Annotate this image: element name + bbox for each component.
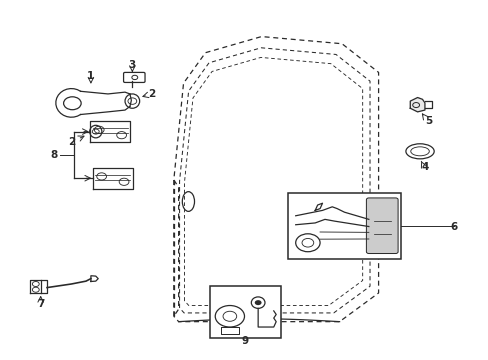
Text: 2: 2 — [148, 89, 155, 99]
Text: 2: 2 — [68, 138, 75, 147]
FancyBboxPatch shape — [288, 193, 400, 259]
Circle shape — [254, 300, 261, 305]
Text: 5: 5 — [425, 116, 431, 126]
Text: 9: 9 — [242, 336, 248, 346]
FancyBboxPatch shape — [210, 286, 281, 338]
FancyBboxPatch shape — [366, 198, 397, 253]
Text: 4: 4 — [420, 162, 427, 172]
Text: 1: 1 — [87, 71, 94, 81]
Text: 7: 7 — [37, 299, 44, 309]
Text: 8: 8 — [51, 150, 58, 160]
Text: 3: 3 — [128, 60, 136, 70]
Polygon shape — [409, 98, 424, 112]
Text: 6: 6 — [449, 222, 457, 231]
